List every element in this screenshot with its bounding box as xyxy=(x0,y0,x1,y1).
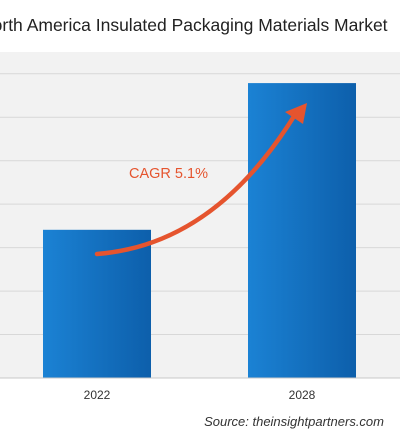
cagr-arrow xyxy=(94,110,299,257)
x-tick-labels: 2022 2028 xyxy=(84,388,316,402)
x-tick-label: 2028 xyxy=(289,388,316,402)
x-tick-label: 2022 xyxy=(84,388,111,402)
chart-title: North America Insulated Packaging Materi… xyxy=(0,15,388,35)
cagr-label: CAGR 5.1% xyxy=(129,166,208,182)
bar-2028 xyxy=(248,83,356,378)
cagr-arrow-head-icon xyxy=(285,103,307,124)
bars xyxy=(43,83,356,378)
source-text: Source: theinsightpartners.com xyxy=(204,414,384,429)
title-band xyxy=(0,0,400,52)
